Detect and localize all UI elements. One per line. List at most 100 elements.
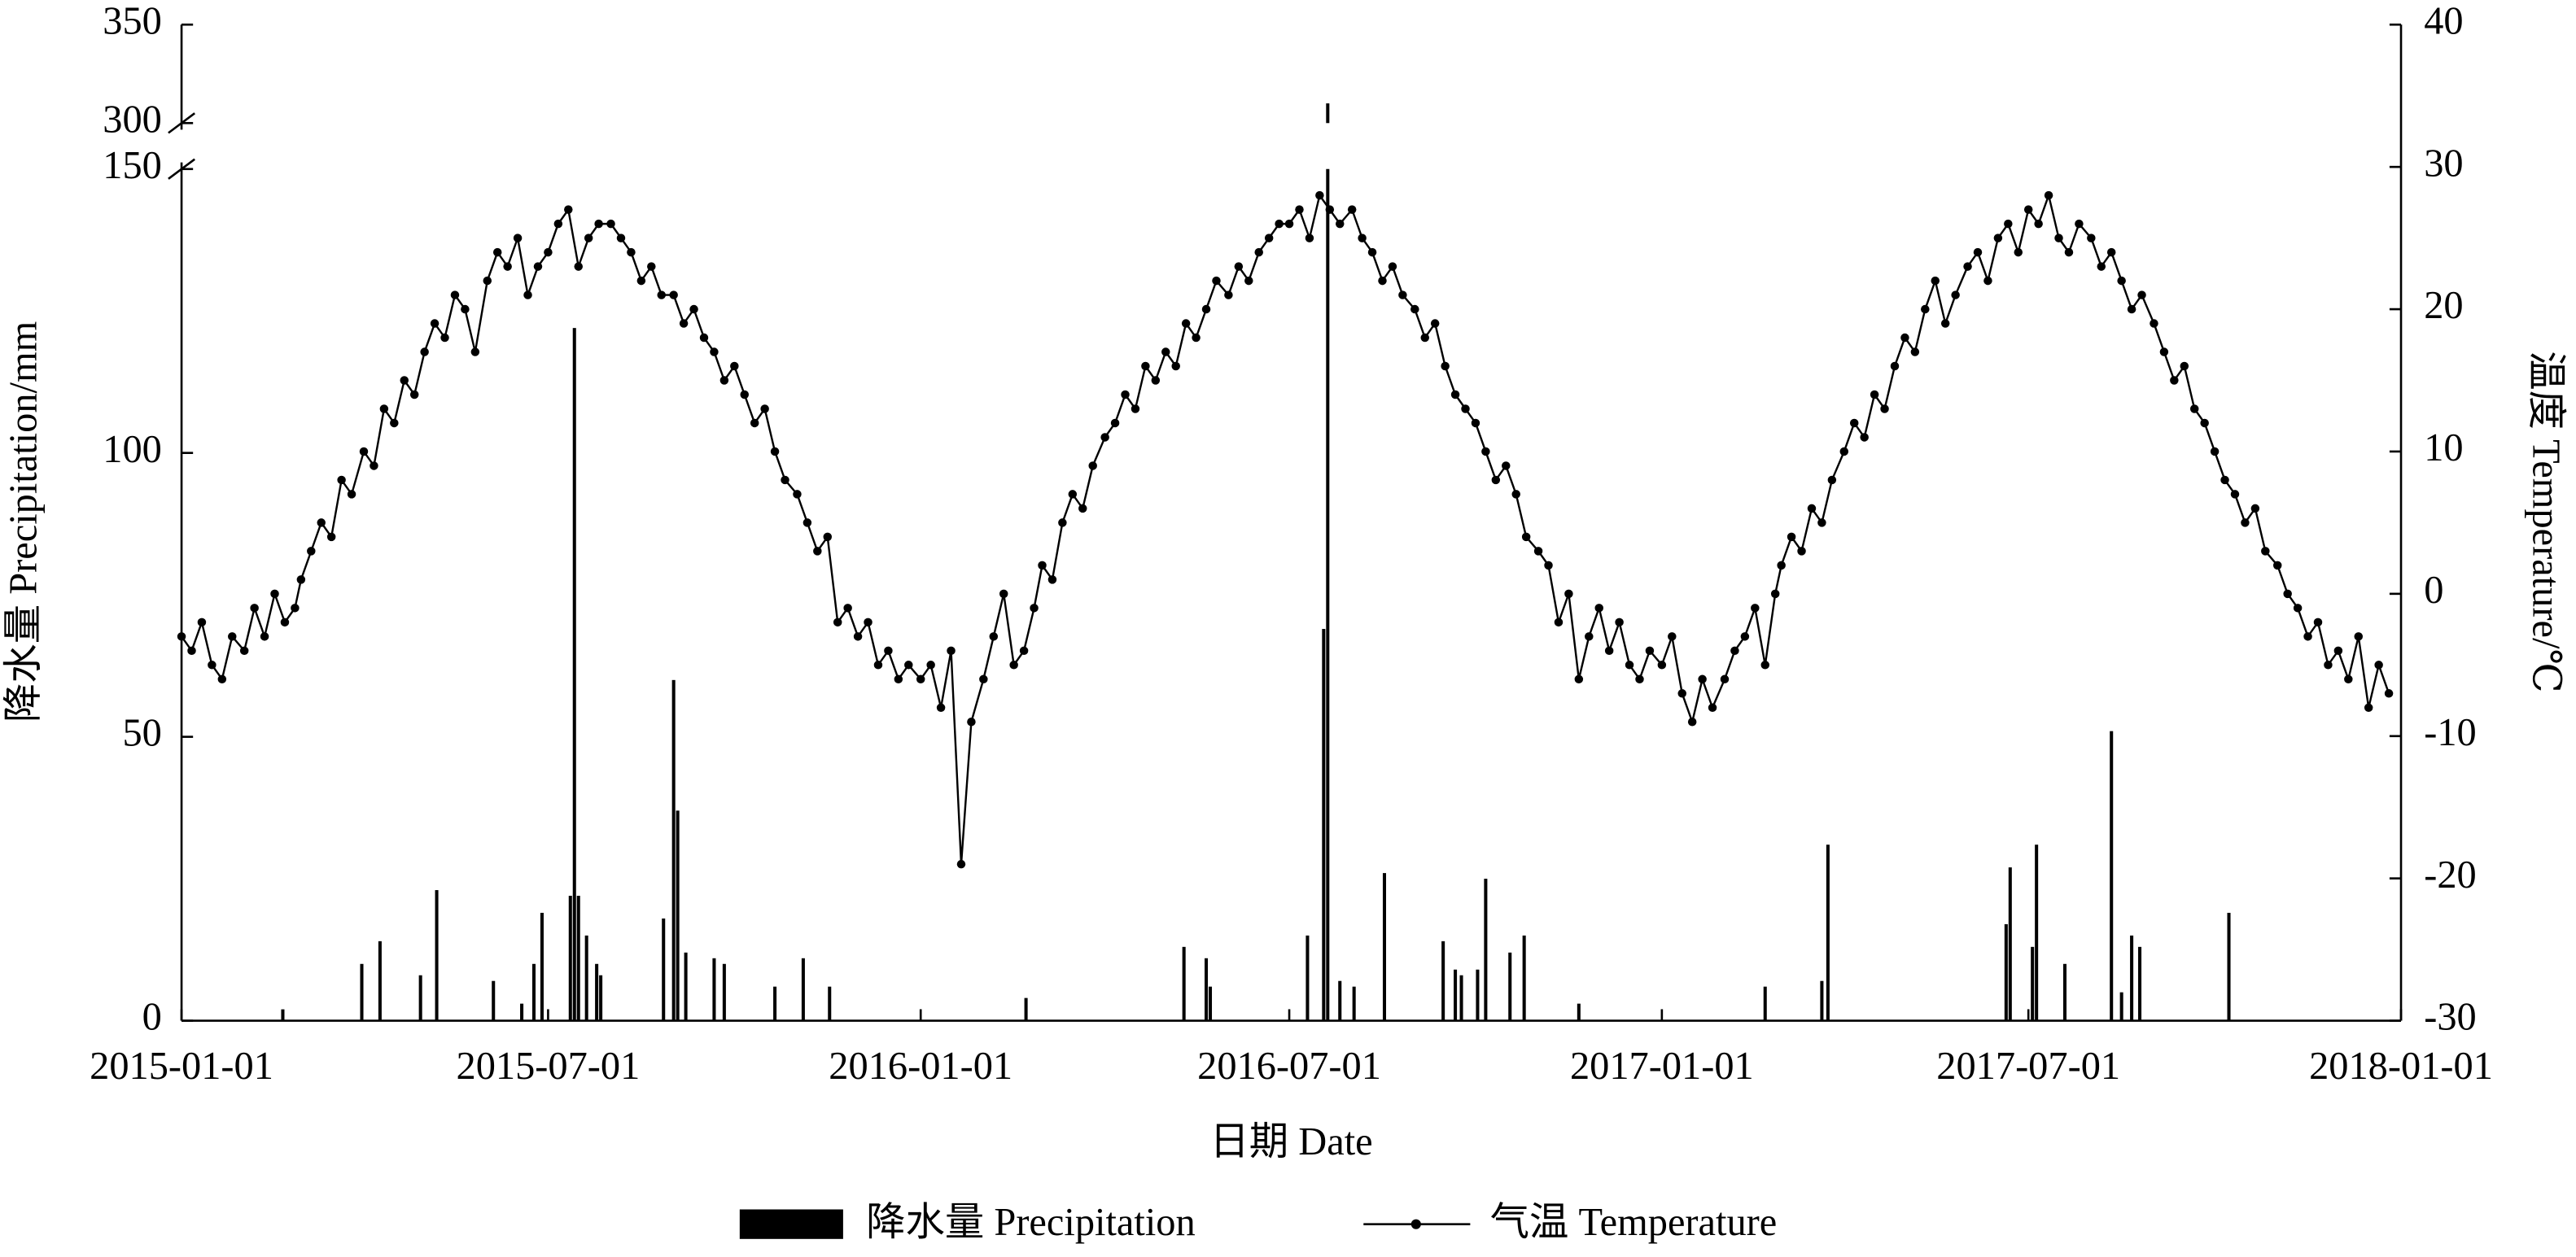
temperature-point bbox=[1030, 604, 1039, 613]
temperature-point bbox=[2303, 632, 2312, 641]
temperature-point bbox=[1441, 361, 1450, 371]
temperature-point bbox=[936, 703, 946, 713]
temperature-point bbox=[2333, 646, 2343, 656]
temperature-point bbox=[492, 247, 502, 257]
temperature-point bbox=[989, 632, 999, 641]
temperature-point bbox=[1161, 347, 1170, 356]
temperature-point bbox=[2034, 219, 2043, 229]
temperature-point bbox=[1544, 561, 1553, 570]
temperature-point bbox=[1430, 319, 1440, 328]
temperature-point bbox=[853, 632, 863, 641]
temperature-point bbox=[1254, 247, 1263, 257]
temperature-point bbox=[260, 632, 269, 641]
bar bbox=[2008, 867, 2012, 1021]
y2-axis-label: 温度 Temperature/℃ bbox=[2524, 351, 2567, 692]
bar bbox=[599, 975, 603, 1021]
temperature-point bbox=[1100, 433, 1109, 442]
temperature-point bbox=[296, 575, 306, 584]
temperature-point bbox=[636, 276, 646, 286]
bar bbox=[1441, 941, 1445, 1021]
temperature-point bbox=[956, 859, 966, 869]
temperature-point bbox=[1677, 689, 1686, 698]
temperature-point bbox=[1817, 518, 1826, 527]
temperature-point bbox=[813, 547, 822, 556]
temperature-point bbox=[2137, 290, 2146, 299]
temperature-point bbox=[1615, 618, 1624, 627]
temperature-point bbox=[1358, 234, 1367, 242]
bar bbox=[492, 980, 496, 1021]
temperature-point bbox=[197, 618, 207, 627]
bar bbox=[531, 963, 536, 1021]
temperature-point bbox=[1604, 646, 1614, 656]
temperature-point bbox=[1787, 532, 1796, 542]
temperature-point bbox=[450, 290, 460, 299]
temperature-point bbox=[1910, 347, 1920, 356]
temperature-point bbox=[1900, 333, 1909, 343]
temperature-point bbox=[1131, 404, 1140, 413]
temperature-point bbox=[208, 661, 216, 670]
temperature-point bbox=[1181, 319, 1191, 328]
y-tick-label: 0 bbox=[142, 996, 162, 1039]
bar bbox=[584, 935, 588, 1021]
temperature-point bbox=[1931, 276, 1940, 286]
temperature-point bbox=[1687, 718, 1697, 727]
temperature-point bbox=[1698, 674, 1707, 684]
temperature-point bbox=[2150, 319, 2158, 328]
bar bbox=[828, 986, 832, 1021]
temperature-point bbox=[1890, 361, 1900, 371]
temperature-point bbox=[781, 475, 789, 485]
temperature-point bbox=[1951, 290, 1960, 299]
temperature-point bbox=[2170, 376, 2179, 385]
temperature-point bbox=[2044, 190, 2053, 200]
y2-tick-label: 40 bbox=[2424, 0, 2463, 42]
temperature-point bbox=[2064, 247, 2074, 257]
temperature-point bbox=[1019, 646, 1029, 656]
temperature-point bbox=[1201, 304, 1211, 314]
temperature-point bbox=[710, 347, 719, 356]
temperature-point bbox=[2261, 547, 2270, 556]
temperature-point bbox=[823, 532, 833, 542]
y-tick-label: 350 bbox=[103, 0, 162, 42]
bar bbox=[1522, 935, 1526, 1021]
temperature-point bbox=[2354, 632, 2364, 641]
temperature-point bbox=[1047, 575, 1057, 584]
bar bbox=[2031, 946, 2035, 1021]
temperature-point bbox=[1009, 661, 1018, 670]
temperature-point bbox=[239, 646, 249, 656]
bar bbox=[2138, 946, 2142, 1021]
bar bbox=[281, 1009, 285, 1021]
bar bbox=[576, 896, 580, 1021]
temperature-point bbox=[1264, 234, 1274, 242]
temperature-point bbox=[217, 674, 227, 684]
bar bbox=[1826, 845, 1830, 1021]
temperature-point bbox=[1564, 589, 1573, 599]
temperature-point bbox=[1940, 319, 1950, 328]
temperature-point bbox=[904, 661, 913, 670]
temperature-point bbox=[2293, 604, 2303, 613]
temperature-point bbox=[606, 219, 615, 229]
bar bbox=[1476, 969, 1480, 1021]
temperature-point bbox=[1481, 447, 1490, 456]
temperature-point bbox=[1533, 547, 1543, 556]
temperature-point bbox=[967, 718, 976, 727]
temperature-point bbox=[1038, 561, 1047, 570]
temperature-point bbox=[1511, 490, 1520, 499]
bar bbox=[1205, 958, 1209, 1021]
temperature-point bbox=[1983, 276, 1992, 286]
temperature-point bbox=[1110, 418, 1120, 428]
temperature-point bbox=[2374, 661, 2383, 670]
temperature-point bbox=[470, 347, 480, 356]
temperature-point bbox=[1141, 361, 1150, 371]
temperature-point bbox=[228, 632, 237, 641]
temperature-point bbox=[359, 447, 369, 456]
bar bbox=[572, 328, 576, 1021]
temperature-point bbox=[1325, 205, 1335, 214]
temperature-point bbox=[347, 490, 356, 499]
temperature-point bbox=[1521, 532, 1531, 542]
temperature-point bbox=[553, 219, 563, 229]
temperature-line bbox=[181, 191, 2390, 865]
bar bbox=[1508, 952, 1512, 1021]
bar bbox=[595, 963, 599, 1021]
temperature-point bbox=[803, 518, 812, 527]
